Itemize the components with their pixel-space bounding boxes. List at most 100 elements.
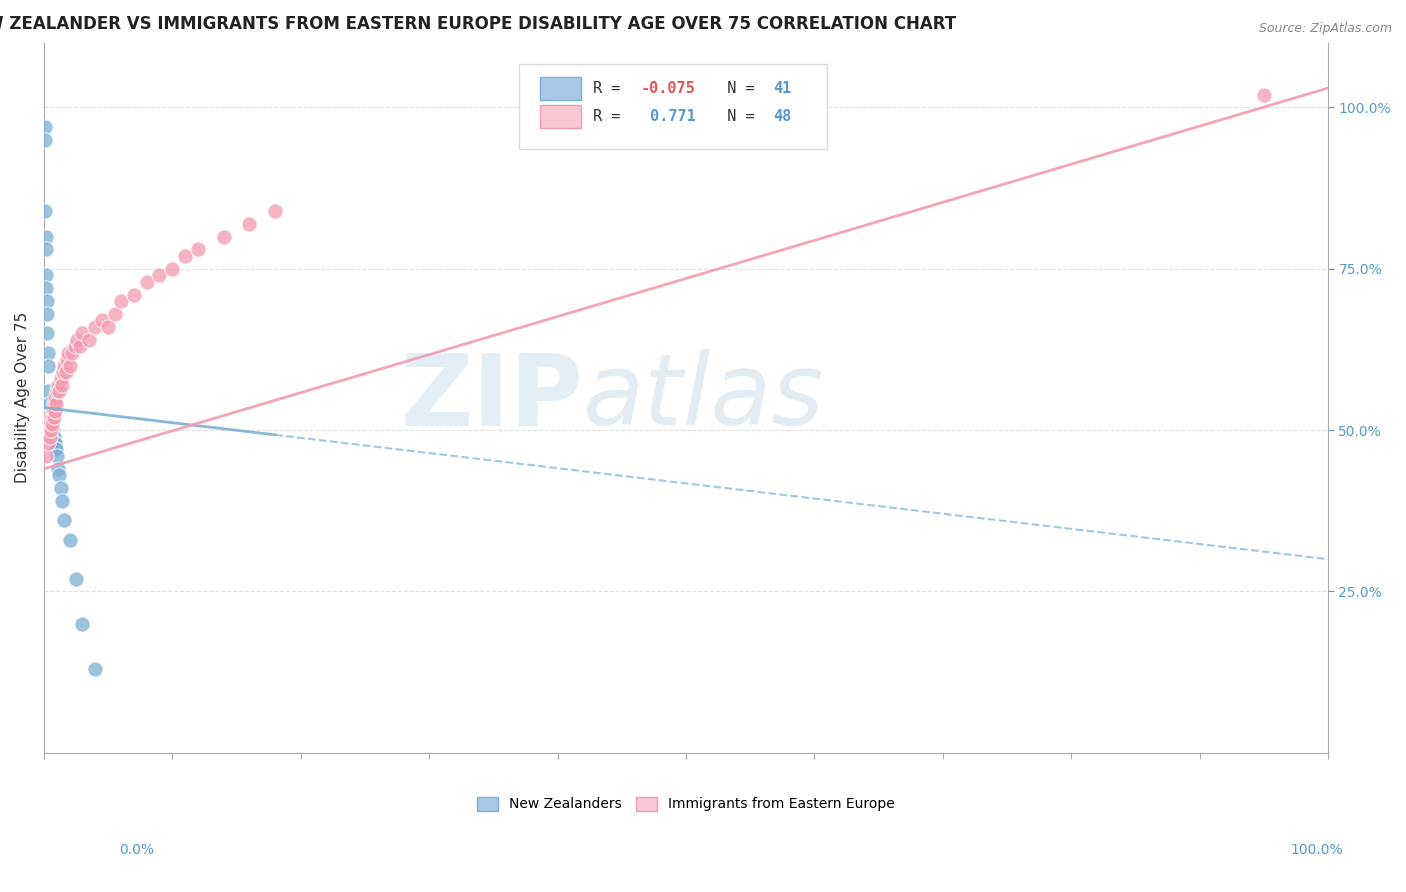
Point xyxy=(42,403,65,417)
Point xyxy=(48,384,70,399)
Text: N =: N = xyxy=(709,81,763,95)
Point xyxy=(37,326,59,341)
Point xyxy=(187,243,209,257)
Point xyxy=(42,429,65,443)
Point xyxy=(44,436,66,450)
Point xyxy=(52,365,75,379)
Point xyxy=(38,423,60,437)
Point xyxy=(69,339,91,353)
Point xyxy=(84,662,107,676)
Point xyxy=(174,249,197,263)
Point xyxy=(58,533,80,547)
Point xyxy=(212,229,235,244)
Point xyxy=(84,319,107,334)
Point xyxy=(49,481,72,495)
Text: 0.0%: 0.0% xyxy=(120,843,155,857)
Point xyxy=(60,345,83,359)
Point xyxy=(44,436,66,450)
FancyBboxPatch shape xyxy=(540,77,581,100)
Point xyxy=(38,417,60,431)
Point xyxy=(34,229,56,244)
Point xyxy=(51,494,73,508)
Point xyxy=(41,423,63,437)
Point xyxy=(55,365,77,379)
Text: R =: R = xyxy=(593,109,630,124)
Point xyxy=(46,378,69,392)
Point xyxy=(39,423,62,437)
Point xyxy=(45,442,67,457)
FancyBboxPatch shape xyxy=(519,64,827,149)
Point xyxy=(35,307,58,321)
Point xyxy=(45,397,67,411)
Point xyxy=(58,359,80,373)
Point xyxy=(39,429,62,443)
Point xyxy=(44,403,66,417)
Point xyxy=(35,449,58,463)
Point xyxy=(58,345,80,359)
Point xyxy=(42,410,65,425)
Point xyxy=(37,384,59,399)
Point xyxy=(42,436,65,450)
Text: N =: N = xyxy=(709,109,763,124)
FancyBboxPatch shape xyxy=(540,105,581,128)
Point xyxy=(48,468,70,483)
Point xyxy=(65,572,87,586)
Point xyxy=(34,203,56,218)
Point xyxy=(41,423,63,437)
Point xyxy=(35,268,58,283)
Point xyxy=(97,319,120,334)
Text: atlas: atlas xyxy=(583,350,825,446)
Text: NEW ZEALANDER VS IMMIGRANTS FROM EASTERN EUROPE DISABILITY AGE OVER 75 CORRELATI: NEW ZEALANDER VS IMMIGRANTS FROM EASTERN… xyxy=(0,15,956,33)
Point xyxy=(122,287,145,301)
Y-axis label: Disability Age Over 75: Disability Age Over 75 xyxy=(15,312,30,483)
Point xyxy=(35,281,58,295)
Text: Source: ZipAtlas.com: Source: ZipAtlas.com xyxy=(1258,22,1392,36)
Point xyxy=(34,120,56,134)
Point xyxy=(34,133,56,147)
Point xyxy=(46,462,69,476)
Point xyxy=(38,410,60,425)
Text: 0.771: 0.771 xyxy=(641,109,696,124)
Point xyxy=(39,423,62,437)
Point xyxy=(44,397,66,411)
Point xyxy=(53,359,76,373)
Point xyxy=(49,371,72,385)
Point xyxy=(110,293,132,308)
Point xyxy=(39,423,62,437)
Legend: New Zealanders, Immigrants from Eastern Europe: New Zealanders, Immigrants from Eastern … xyxy=(472,791,900,817)
Text: ZIP: ZIP xyxy=(401,350,583,446)
Point xyxy=(41,417,63,431)
Point xyxy=(37,436,59,450)
Point xyxy=(44,442,66,457)
Point xyxy=(264,203,287,218)
Point xyxy=(66,333,89,347)
Point xyxy=(1253,87,1275,102)
Point xyxy=(37,359,59,373)
Point xyxy=(90,313,112,327)
Point xyxy=(44,391,66,405)
Point xyxy=(45,384,67,399)
Point xyxy=(53,513,76,527)
Point xyxy=(38,423,60,437)
Text: -0.075: -0.075 xyxy=(641,81,696,95)
Point xyxy=(35,293,58,308)
Point xyxy=(63,339,86,353)
Point xyxy=(37,410,59,425)
Point xyxy=(35,243,58,257)
Text: R =: R = xyxy=(593,81,630,95)
Point xyxy=(41,429,63,443)
Point xyxy=(51,378,73,392)
Point xyxy=(72,326,94,341)
Point xyxy=(38,429,60,443)
Text: 41: 41 xyxy=(773,81,792,95)
Point xyxy=(72,616,94,631)
Point xyxy=(37,345,59,359)
Point xyxy=(148,268,170,283)
Point xyxy=(45,449,67,463)
Point xyxy=(103,307,125,321)
Point xyxy=(135,275,157,289)
Point xyxy=(38,397,60,411)
Point xyxy=(77,333,100,347)
Text: 100.0%: 100.0% xyxy=(1291,843,1343,857)
Text: 48: 48 xyxy=(773,109,792,124)
